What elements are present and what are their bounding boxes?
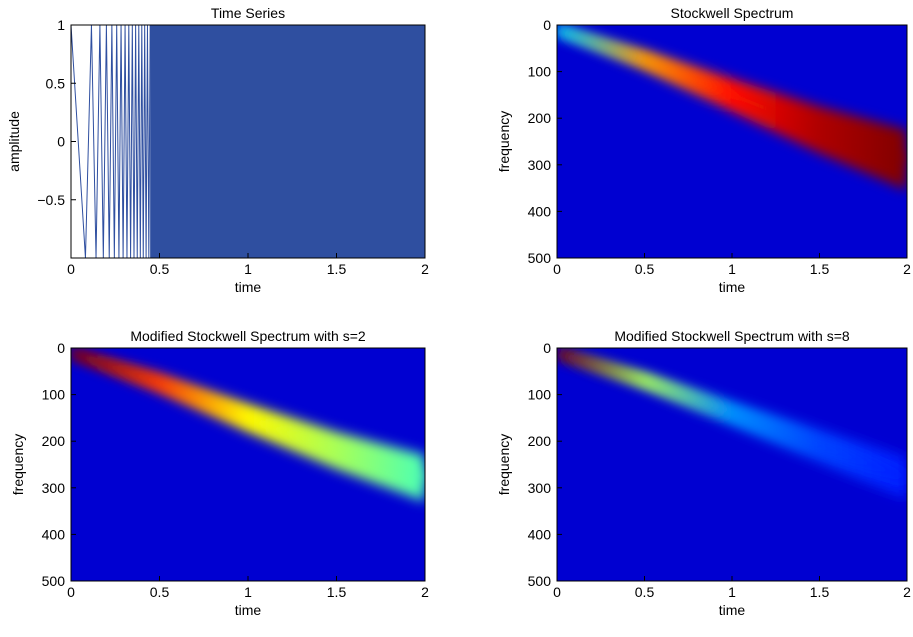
y-tick-label: 100 bbox=[528, 387, 552, 403]
x-tick-label: 2 bbox=[903, 584, 911, 600]
y-tick-label: 500 bbox=[528, 250, 552, 266]
y-tick-label: 500 bbox=[42, 573, 66, 589]
x-tick-label: 0.5 bbox=[635, 261, 655, 277]
chart-title: Modified Stockwell Spectrum with s=2 bbox=[130, 328, 366, 344]
y-axis-label: amplitude bbox=[6, 111, 22, 172]
chart-title: Time Series bbox=[211, 5, 285, 21]
x-tick-label: 0 bbox=[553, 261, 561, 277]
subplot: 0 0.5 1 1.5 2 0 100 200 300 400 500 Modified Stockw… bbox=[10, 328, 429, 618]
plot-area bbox=[557, 25, 907, 258]
x-tick-label: 1.5 bbox=[327, 584, 347, 600]
x-tick-label: 0.5 bbox=[635, 584, 655, 600]
x-tick-label: 1.5 bbox=[810, 261, 830, 277]
ridge bbox=[71, 348, 425, 483]
x-tick-label: 1 bbox=[244, 261, 252, 277]
x-axis-label: time bbox=[235, 602, 262, 618]
y-tick-label: 400 bbox=[528, 203, 552, 219]
y-tick-label: 0 bbox=[57, 134, 65, 150]
x-tick-label: 1 bbox=[728, 261, 736, 277]
y-tick-label: 0 bbox=[543, 340, 551, 356]
plot-area bbox=[71, 25, 425, 258]
y-tick-label: 400 bbox=[528, 526, 552, 542]
y-axis-label: frequency bbox=[10, 434, 26, 495]
x-tick-label: 2 bbox=[421, 261, 429, 277]
plot-area bbox=[557, 348, 907, 581]
signal-line bbox=[71, 25, 151, 258]
spectral-band bbox=[71, 349, 425, 502]
spectral-band bbox=[557, 26, 907, 191]
y-tick-label: 200 bbox=[528, 433, 552, 449]
y-tick-label: 300 bbox=[528, 157, 552, 173]
x-axis-label: time bbox=[235, 279, 262, 295]
y-tick-label: 400 bbox=[42, 526, 66, 542]
y-tick-label: 100 bbox=[42, 387, 66, 403]
x-tick-label: 1 bbox=[244, 584, 252, 600]
x-tick-label: 2 bbox=[903, 261, 911, 277]
x-tick-label: 1 bbox=[728, 584, 736, 600]
y-tick-label: 1 bbox=[57, 17, 65, 33]
chart-title: Stockwell Spectrum bbox=[671, 5, 794, 21]
x-tick-label: 1.5 bbox=[327, 261, 347, 277]
x-tick-label: 1.5 bbox=[810, 584, 830, 600]
y-tick-label: 0 bbox=[57, 340, 65, 356]
x-tick-label: 0 bbox=[67, 261, 75, 277]
subplot: 0 0.5 1 1.5 2 −0.5 0 0.5 1 Time Series time amplitu… bbox=[6, 5, 429, 295]
x-tick-label: 0.5 bbox=[150, 261, 170, 277]
x-tick-label: 0.5 bbox=[150, 584, 170, 600]
y-tick-label: 200 bbox=[528, 110, 552, 126]
y-axis-label: frequency bbox=[496, 111, 512, 172]
dense-band bbox=[150, 25, 425, 258]
x-tick-label: 2 bbox=[421, 584, 429, 600]
y-tick-label: −0.5 bbox=[37, 192, 65, 208]
y-tick-label: 200 bbox=[42, 433, 66, 449]
y-tick-label: 500 bbox=[528, 573, 552, 589]
plot-area bbox=[71, 348, 425, 581]
spectral-band bbox=[557, 349, 907, 500]
x-axis-label: time bbox=[719, 602, 746, 618]
x-axis-label: time bbox=[719, 279, 746, 295]
chart-title: Modified Stockwell Spectrum with s=8 bbox=[614, 328, 850, 344]
y-tick-label: 0 bbox=[543, 17, 551, 33]
y-tick-label: 100 bbox=[528, 64, 552, 80]
ridge bbox=[557, 25, 907, 164]
x-tick-label: 0 bbox=[553, 584, 561, 600]
ridge bbox=[557, 348, 907, 483]
y-axis-label: frequency bbox=[496, 434, 512, 495]
x-tick-label: 0 bbox=[67, 584, 75, 600]
subplot: 0 0.5 1 1.5 2 0 100 200 300 400 500 Modified Stockw… bbox=[496, 328, 911, 618]
y-tick-label: 300 bbox=[528, 480, 552, 496]
subplot: 0 0.5 1 1.5 2 0 100 200 300 400 500 Stockwell Spect… bbox=[496, 5, 911, 295]
y-tick-label: 0.5 bbox=[46, 75, 66, 91]
y-tick-label: 300 bbox=[42, 480, 66, 496]
